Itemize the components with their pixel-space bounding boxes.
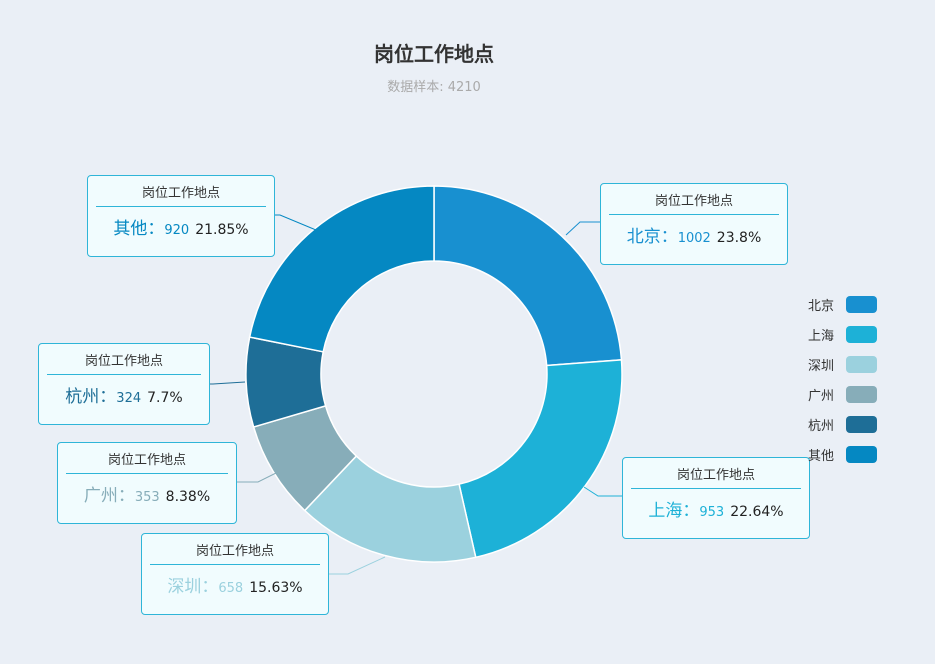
- callout-caption: 岗位工作地点: [150, 540, 320, 565]
- callout-caption: 岗位工作地点: [47, 350, 201, 375]
- pie-slice-1[interactable]: [458, 359, 623, 559]
- leader-line-5: [275, 214, 317, 231]
- callout-4: 岗位工作地点杭州：324 7.7%: [38, 343, 210, 425]
- callout-caption: 岗位工作地点: [96, 182, 266, 207]
- pie-slice-5[interactable]: [248, 185, 435, 353]
- legend: 北京上海深圳广州杭州其他: [808, 289, 877, 469]
- callout-row: 北京：1002 23.8%: [609, 222, 779, 247]
- legend-swatch: [846, 385, 877, 403]
- legend-swatch: [846, 415, 877, 433]
- callout-percent: 23.8%: [716, 230, 762, 246]
- callout-name: 上海：: [648, 501, 700, 521]
- callout-value: 658: [218, 581, 244, 596]
- callout-3: 岗位工作地点广州：353 8.38%: [57, 442, 237, 524]
- callout-name: 北京：: [626, 227, 678, 247]
- callout-percent: 22.64%: [730, 504, 784, 520]
- callout-caption: 岗位工作地点: [609, 190, 779, 215]
- legend-label: 广州: [808, 388, 835, 404]
- callout-percent: 15.63%: [249, 580, 303, 596]
- legend-swatch: [846, 295, 877, 313]
- callout-1: 岗位工作地点上海：953 22.64%: [622, 457, 810, 539]
- callout-row: 杭州：324 7.7%: [47, 382, 201, 407]
- callout-0: 岗位工作地点北京：1002 23.8%: [600, 183, 788, 265]
- leader-line-4: [210, 381, 246, 385]
- legend-swatch: [846, 325, 877, 343]
- callout-name: 其他：: [113, 219, 165, 239]
- legend-item[interactable]: 上海: [808, 319, 877, 349]
- legend-label: 其他: [808, 448, 835, 464]
- callout-name: 广州：: [83, 486, 135, 506]
- callout-name: 杭州：: [65, 387, 117, 407]
- legend-item[interactable]: 广州: [808, 379, 877, 409]
- legend-label: 上海: [808, 328, 835, 344]
- pie-slice-0[interactable]: [433, 185, 623, 367]
- chart-subtitle: 数据样本: 4210: [387, 80, 481, 95]
- legend-item[interactable]: 深圳: [808, 349, 877, 379]
- callout-row: 其他：920 21.85%: [96, 214, 266, 239]
- callout-caption: 岗位工作地点: [66, 449, 228, 474]
- leader-line-1: [583, 486, 622, 497]
- legend-item[interactable]: 北京: [808, 289, 877, 319]
- callout-name: 深圳：: [167, 577, 219, 597]
- legend-label: 杭州: [808, 418, 835, 434]
- callout-row: 广州：353 8.38%: [66, 481, 228, 506]
- leader-line-3: [237, 472, 277, 483]
- leader-line-0: [565, 221, 600, 236]
- callout-5: 岗位工作地点其他：920 21.85%: [87, 175, 275, 257]
- leader-line-2: [329, 556, 386, 575]
- legend-label: 深圳: [808, 358, 835, 374]
- callout-row: 上海：953 22.64%: [631, 496, 801, 521]
- legend-label: 北京: [808, 298, 835, 314]
- callout-percent: 7.7%: [147, 390, 183, 406]
- callout-value: 353: [134, 490, 160, 505]
- callout-value: 953: [699, 505, 725, 520]
- callout-2: 岗位工作地点深圳：658 15.63%: [141, 533, 329, 615]
- legend-item[interactable]: 杭州: [808, 409, 877, 439]
- legend-swatch: [846, 445, 877, 463]
- callout-value: 324: [116, 391, 142, 406]
- callout-value: 1002: [677, 231, 711, 246]
- callout-value: 920: [164, 223, 190, 238]
- callout-percent: 21.85%: [195, 222, 249, 238]
- chart-title: 岗位工作地点: [374, 42, 494, 66]
- callout-percent: 8.38%: [165, 489, 211, 505]
- legend-item[interactable]: 其他: [808, 439, 877, 469]
- callout-row: 深圳：658 15.63%: [150, 572, 320, 597]
- callout-caption: 岗位工作地点: [631, 464, 801, 489]
- legend-swatch: [846, 355, 877, 373]
